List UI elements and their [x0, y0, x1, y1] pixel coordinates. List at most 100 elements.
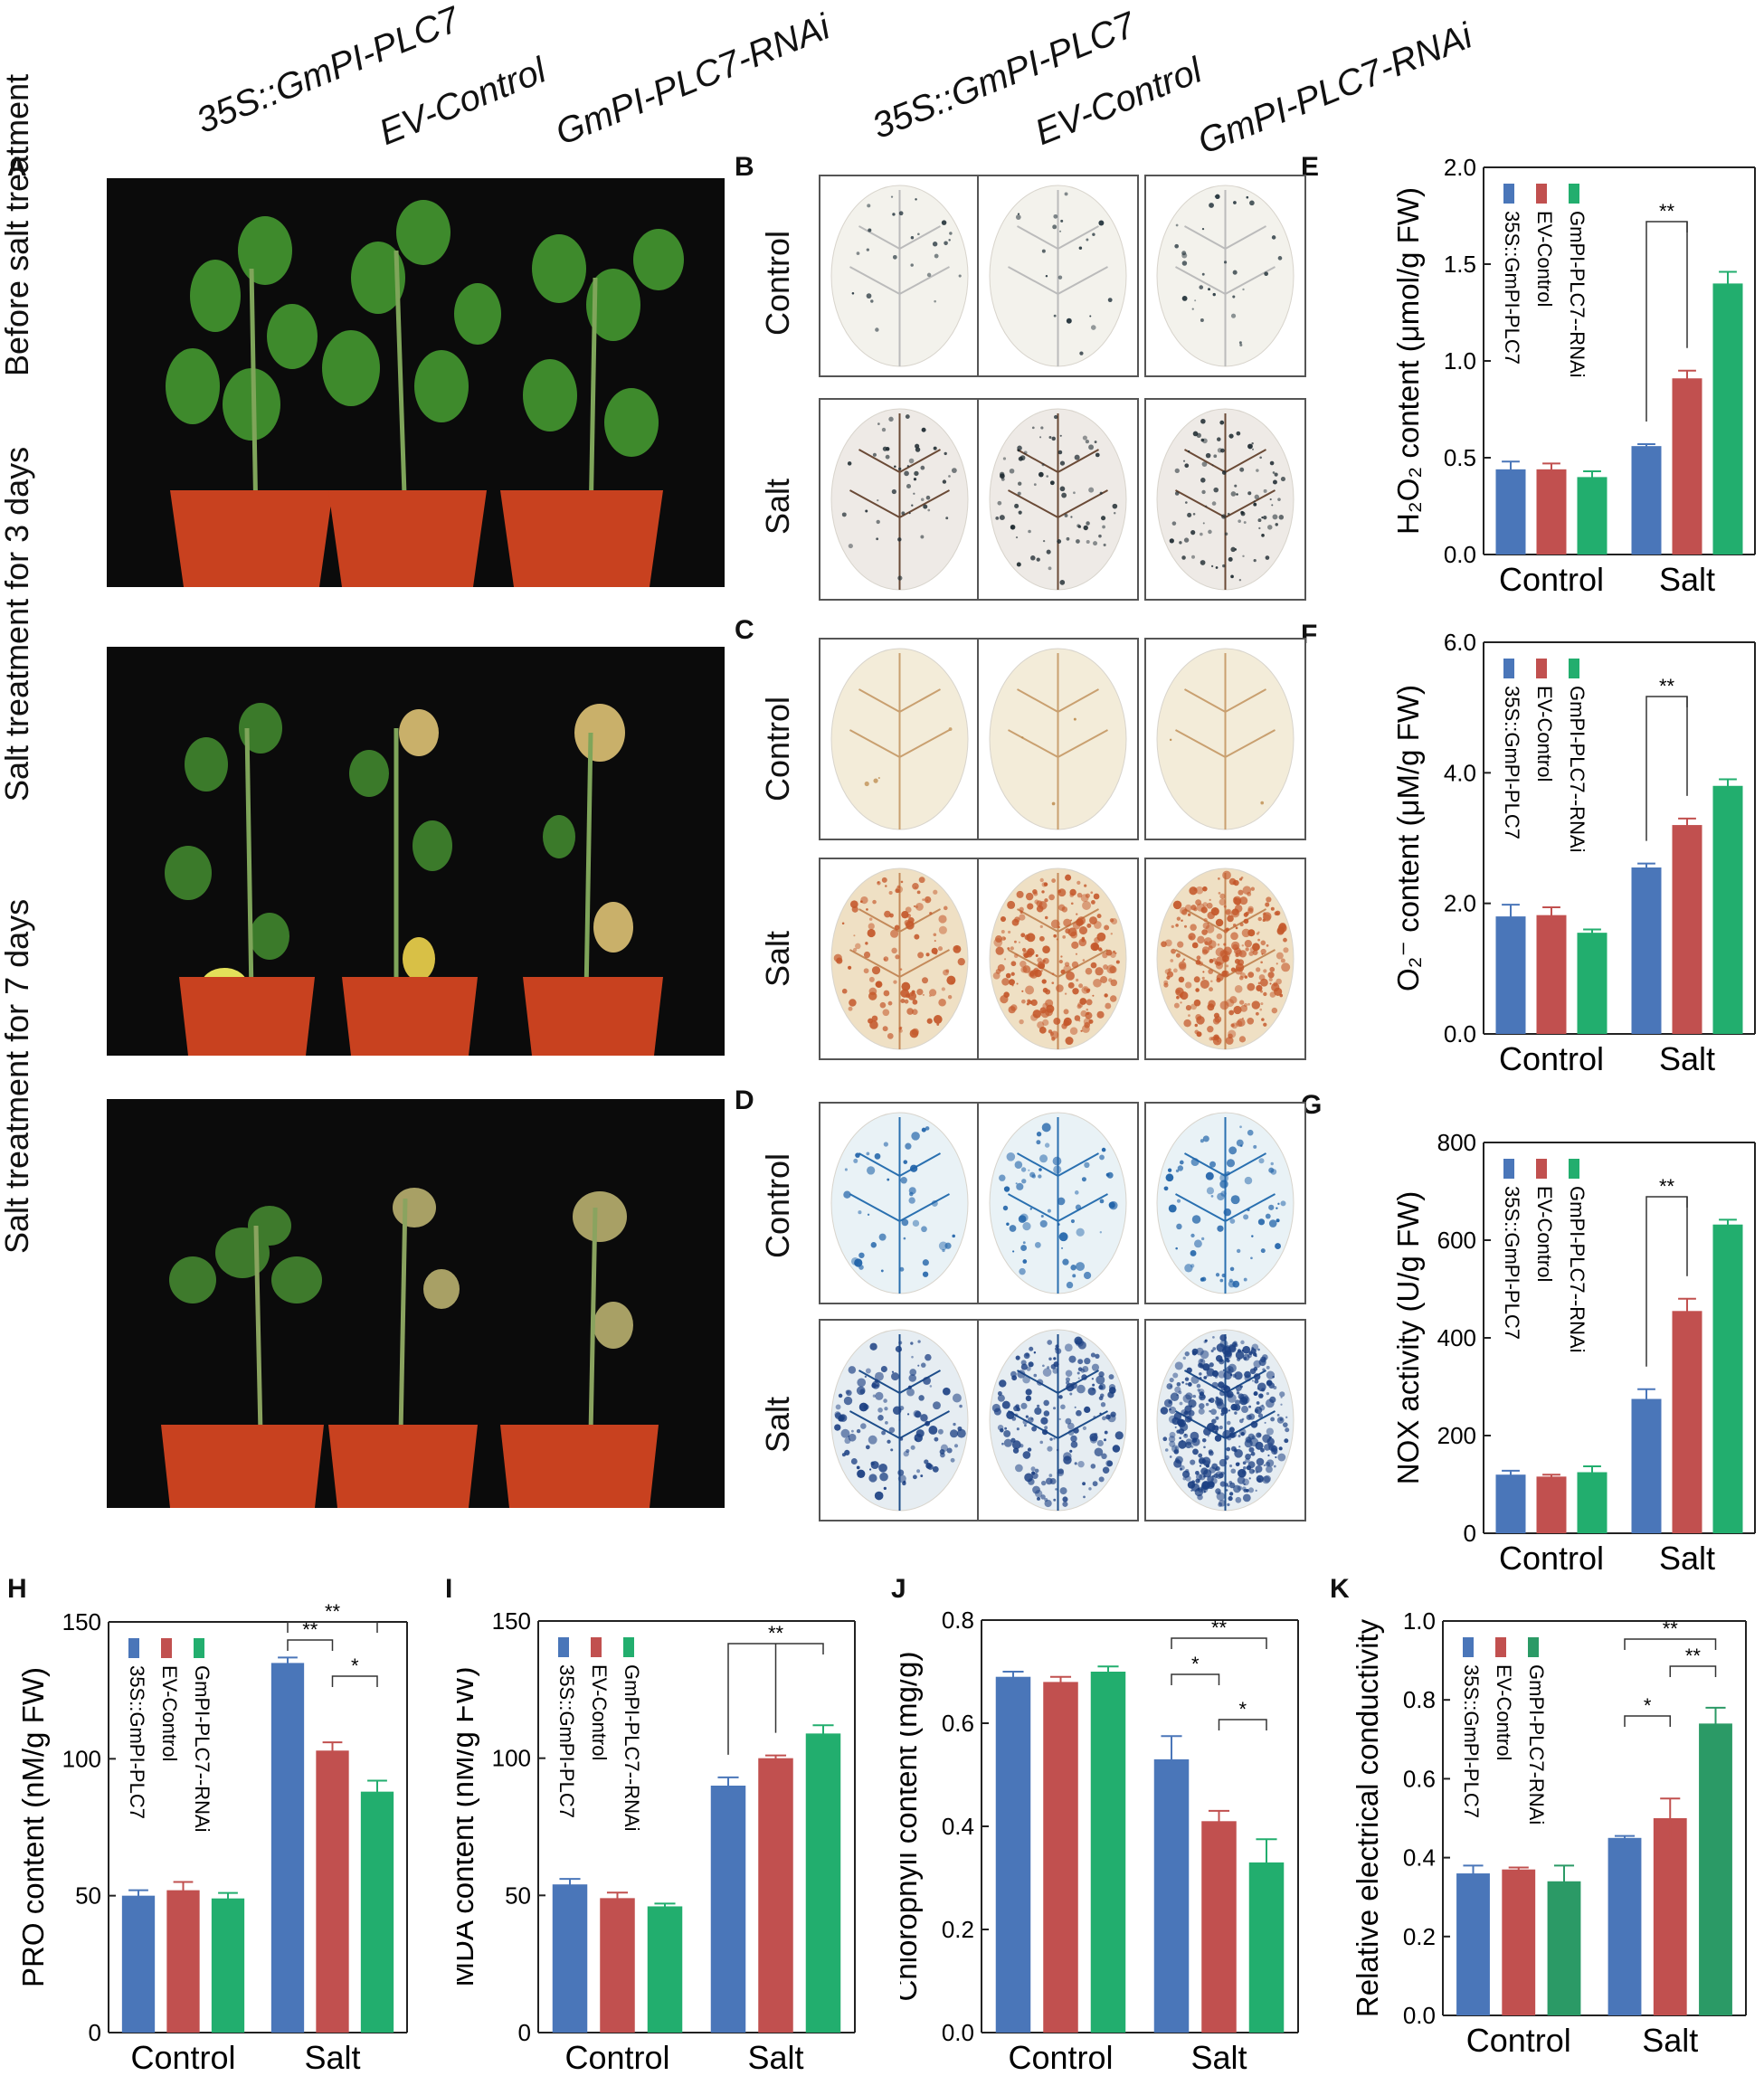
leaf-stain-image — [1144, 175, 1306, 377]
y-axis-label: H₂O₂ content (μmol/g FW) — [1391, 187, 1425, 535]
legend-swatch — [161, 1638, 172, 1658]
chart-chlorophyll: 0.0 0.2 0.4 0.6 0.8 Chlorophyll content (mg/g… — [900, 1607, 1299, 2071]
col-label-rnai-a: GmPI-PLC7-RNAi — [550, 6, 836, 154]
significance-label: * — [1644, 1694, 1652, 1717]
legend-label: EV-Control — [1533, 686, 1556, 782]
y-tick-label: 400 — [1437, 1324, 1476, 1351]
chart-nox: 0 200 400 600 800 NOX activity (U/g FW) Contro… — [1391, 1129, 1756, 1577]
y-tick-label: 200 — [1437, 1422, 1476, 1449]
x-category-label: Control — [1466, 2022, 1571, 2059]
bar — [1631, 867, 1662, 1034]
legend-label: EV-Control — [588, 1664, 611, 1760]
bar — [1502, 1869, 1536, 2015]
photo-salt-3d — [107, 647, 725, 1056]
bar — [1577, 477, 1608, 555]
significance-label: ** — [1663, 1617, 1679, 1640]
y-tick-label: 50 — [505, 1882, 531, 1909]
bar — [1672, 825, 1702, 1034]
legend-label: 35S::GmPI-PLC7 — [1460, 1664, 1483, 1818]
bar — [1608, 1837, 1642, 2015]
x-category-label: Salt — [1190, 2039, 1247, 2071]
leaf-stain-image — [819, 858, 981, 1060]
leaf-stain-image — [819, 398, 981, 601]
x-category-label: Salt — [1659, 561, 1715, 598]
x-category-label: Control — [130, 2039, 235, 2071]
row-label-d-salt: Salt — [759, 1396, 796, 1453]
chart-mda: 0 50 100 150 MDA content (nM/g FW) Control Sal… — [457, 1607, 856, 2071]
y-tick-label: 0 — [1464, 1520, 1476, 1547]
bar — [1712, 1224, 1743, 1533]
bar — [600, 1898, 635, 2033]
y-axis-label: O₂⁻ content (μM/g FW) — [1391, 685, 1425, 991]
chart-proline: 0 50 100 150 PRO content (nM/g FW) Control Sal… — [18, 1600, 408, 2071]
y-axis-label: Chlorophyll content (mg/g) — [900, 1651, 923, 2001]
y-tick-label: 6.0 — [1444, 629, 1476, 656]
leaf-stain-image — [977, 1319, 1139, 1521]
significance-bracket — [287, 1639, 334, 1651]
bar — [1456, 1873, 1490, 2015]
x-category-label: Salt — [1659, 1040, 1715, 1077]
legend-swatch — [1503, 184, 1514, 204]
y-axis-label: NOX activity (U/g FW) — [1391, 1191, 1425, 1485]
plants-salt-7d-illustration — [161, 1188, 659, 1508]
legend-label: 35S::GmPI-PLC7 — [1501, 686, 1523, 839]
bar — [758, 1758, 793, 2033]
bar — [1699, 1723, 1732, 2015]
bar — [1201, 1821, 1237, 2033]
y-tick-label: 0.2 — [942, 1916, 974, 1943]
bar — [710, 1786, 746, 2033]
leaf-stain-image — [977, 638, 1139, 840]
leaf-stain-image — [977, 858, 1139, 1060]
y-tick-label: 0.0 — [1444, 1020, 1476, 1047]
significance-bracket — [1171, 1637, 1267, 1649]
legend-label: EV-Control — [1533, 1186, 1556, 1282]
legend-swatch — [558, 1637, 569, 1657]
legend-label: 35S::GmPI-PLC7 — [126, 1665, 148, 1819]
significance-label: * — [1238, 1698, 1247, 1721]
legend-swatch — [1503, 659, 1514, 678]
leaf-stain-image — [977, 1102, 1139, 1304]
y-tick-label: 0.6 — [942, 1710, 974, 1737]
leaf-stain-image — [1144, 858, 1306, 1060]
y-tick-label: 1.5 — [1444, 251, 1476, 278]
significance-bracket — [1218, 1719, 1267, 1730]
x-category-label: Salt — [747, 2039, 803, 2071]
legend-swatch — [1528, 1637, 1539, 1657]
legend-label: EV-Control — [1493, 1664, 1515, 1760]
y-tick-label: 0.8 — [942, 1607, 974, 1634]
bar — [1495, 469, 1526, 555]
significance-label: ** — [1685, 1645, 1702, 1667]
bar — [1495, 916, 1526, 1034]
significance-bracket — [1171, 1673, 1220, 1685]
bar — [166, 1890, 200, 2033]
row-label-salt-7d: Salt treatment for 7 days — [0, 898, 35, 1254]
chart-electrical-conductivity: 0.0 0.2 0.4 0.6 0.8 1.0 Relative electrical co… — [1351, 1607, 1747, 2059]
significance-bracket — [331, 1675, 378, 1687]
y-tick-label: 0 — [89, 2019, 101, 2046]
row-label-b-control: Control — [759, 230, 796, 336]
legend-swatch — [1569, 184, 1579, 204]
legend-label: GmPI-PLC7--RNAi — [1566, 1186, 1589, 1353]
leaf-stain-image — [1144, 1102, 1306, 1304]
row-label-b-salt: Salt — [759, 478, 796, 535]
significance-label: ** — [1659, 675, 1675, 697]
significance-label: ** — [325, 1600, 341, 1623]
legend-label: 35S::GmPI-PLC7 — [1501, 211, 1523, 365]
row-label-c-salt: Salt — [759, 930, 796, 987]
bar — [805, 1733, 841, 2033]
legend-label: EV-Control — [1533, 211, 1556, 307]
bar — [1495, 1474, 1526, 1533]
significance-label: ** — [1659, 200, 1675, 223]
y-tick-label: 2.0 — [1444, 890, 1476, 917]
y-tick-label: 100 — [492, 1745, 531, 1772]
panel-letter-a: A — [7, 152, 27, 182]
y-tick-label: 0.4 — [1403, 1844, 1436, 1872]
panel-letter-c: C — [735, 615, 754, 645]
bar — [360, 1791, 394, 2033]
y-tick-label: 1.0 — [1403, 1607, 1436, 1635]
significance-label: * — [351, 1654, 359, 1677]
leaf-stain-image — [819, 638, 981, 840]
legend-swatch — [1536, 184, 1547, 204]
chart-superoxide: 0.0 2.0 4.0 6.0 O₂⁻ content (μM/g FW) Control… — [1391, 629, 1756, 1077]
bar — [552, 1884, 588, 2033]
